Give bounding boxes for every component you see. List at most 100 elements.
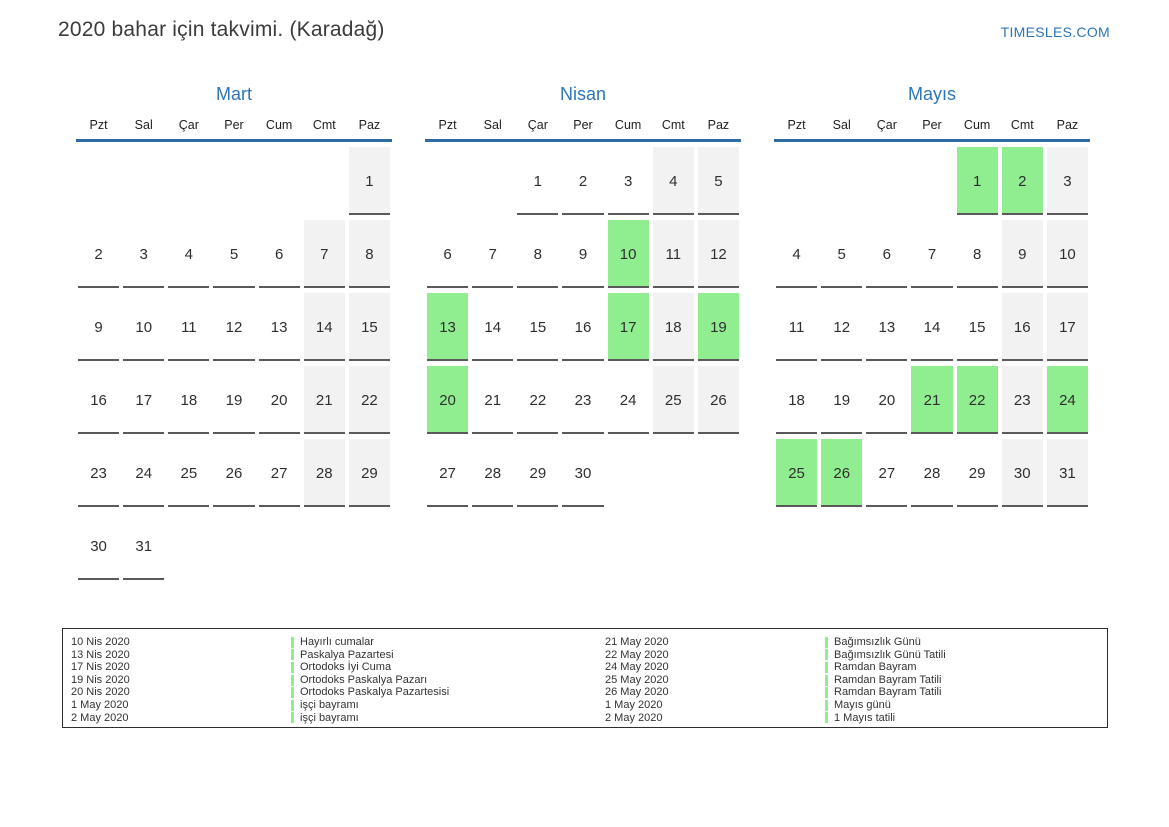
legend-row: 26 May 2020 Ramdan Bayram Tatili: [605, 686, 1107, 699]
day-cell: 19: [696, 293, 741, 361]
legend-holiday: Ortodoks İyi Cuma: [291, 661, 391, 674]
month-mayıs: Mayıs Pzt Sal Çar Per Cum Cmt Paz 1 2 3 4 5 6 7 8 9 10 11 1…: [774, 84, 1090, 585]
day-cell: 24: [121, 439, 166, 507]
day-cell: 3: [606, 147, 651, 215]
weekday-label: Çar: [876, 118, 897, 132]
legend-row: 20 Nis 2020 Ortodoks Paskalya Pazartesisi: [71, 686, 589, 699]
weekday-label: Çar: [178, 118, 199, 132]
day-cell: 6: [864, 220, 909, 288]
holiday-marker-icon: [291, 674, 294, 686]
day-cell: 25: [651, 366, 696, 434]
day-cell: 11: [651, 220, 696, 288]
legend-date: 13 Nis 2020: [71, 648, 130, 661]
day-cell: 10: [121, 293, 166, 361]
week-row: 6 7 8 9 10 11 12: [425, 220, 741, 293]
holiday-marker-icon: [291, 649, 294, 661]
week-row: 25 26 27 28 29 30 31: [774, 439, 1090, 512]
legend-date: 21 May 2020: [605, 636, 669, 648]
day-cell: 30: [560, 439, 605, 507]
day-cell: 26: [211, 439, 256, 507]
site-link[interactable]: TIMESLES.COM: [1000, 24, 1110, 40]
legend-holiday: 1 Mayıs tatili: [825, 712, 895, 725]
day-cell: 4: [774, 220, 819, 288]
day-cell: 20: [864, 366, 909, 434]
weekday-header: Pzt Sal Çar Per Cum Cmt Paz: [774, 118, 1090, 142]
day-cell: 25: [774, 439, 819, 507]
day-cell: 11: [166, 293, 211, 361]
day-cell: 13: [257, 293, 302, 361]
holiday-marker-icon: [825, 687, 828, 699]
day-cell: 27: [425, 439, 470, 507]
legend-row: 17 Nis 2020 Ortodoks İyi Cuma: [71, 661, 589, 674]
day-cell: 8: [347, 220, 392, 288]
legend-date: 26 May 2020: [605, 686, 669, 699]
day-cell: 28: [302, 439, 347, 507]
empty-cell: [211, 147, 256, 215]
day-cell: 12: [696, 220, 741, 288]
week-row: 20 21 22 23 24 25 26: [425, 366, 741, 439]
legend-holiday-name: Mayıs günü: [834, 698, 891, 711]
legend-group: 10 Nis 2020 Hayırlı cumalar 13 Nis 2020 Pas…: [71, 636, 589, 727]
day-cell: 12: [211, 293, 256, 361]
legend-holiday-name: Paskalya Pazartesi: [300, 648, 394, 661]
week-row: 11 12 13 14 15 16 17: [774, 293, 1090, 366]
empty-cell: [909, 147, 954, 215]
day-cell: 7: [470, 220, 515, 288]
day-cell: 22: [515, 366, 560, 434]
empty-cell: [302, 147, 347, 215]
day-cell: 26: [696, 366, 741, 434]
day-cell: 31: [121, 512, 166, 580]
weekday-label: Pzt: [787, 118, 806, 132]
empty-cell: [696, 439, 741, 507]
legend-row: 2 May 2020 işçi bayramı: [71, 712, 589, 725]
holiday-marker-icon: [825, 661, 828, 673]
day-cell: 5: [819, 220, 864, 288]
day-cell: 2: [76, 220, 121, 288]
weekday-label: Per: [922, 118, 942, 132]
day-cell: 19: [819, 366, 864, 434]
day-cell: 31: [1045, 439, 1090, 507]
day-cell: 20: [257, 366, 302, 434]
day-cell: 21: [909, 366, 954, 434]
week-row: 18 19 20 21 22 23 24: [774, 366, 1090, 439]
legend-holiday: Ortodoks Paskalya Pazartesisi: [291, 686, 449, 699]
day-cell: 23: [1000, 366, 1045, 434]
weekday-label: Çar: [527, 118, 548, 132]
legend-holiday-name: Ramdan Bayram Tatili: [834, 673, 942, 686]
day-cell: 14: [470, 293, 515, 361]
day-cell: 7: [302, 220, 347, 288]
weekday-label: Cum: [614, 118, 642, 132]
weekday-label: Paz: [707, 118, 730, 132]
day-cell: 8: [515, 220, 560, 288]
day-cell: 4: [651, 147, 696, 215]
holiday-legend: 10 Nis 2020 Hayırlı cumalar 13 Nis 2020 Pas…: [62, 628, 1108, 728]
legend-row: 25 May 2020 Ramdan Bayram Tatili: [605, 674, 1107, 687]
legend-row: 10 Nis 2020 Hayırlı cumalar: [71, 636, 589, 649]
holiday-marker-icon: [291, 699, 294, 711]
holiday-marker-icon: [291, 687, 294, 699]
day-cell: 13: [864, 293, 909, 361]
legend-date: 24 May 2020: [605, 661, 669, 674]
legend-holiday-name: Ortodoks Paskalya Pazartesisi: [300, 686, 450, 699]
day-cell: 9: [76, 293, 121, 361]
legend-row: 1 May 2020 Mayıs günü: [605, 699, 1107, 712]
weekday-label: Cum: [265, 118, 293, 132]
day-cell: 13: [425, 293, 470, 361]
week-row: 9 10 11 12 13 14 15: [76, 293, 392, 366]
day-cell: 12: [819, 293, 864, 361]
day-cell: 2: [1000, 147, 1045, 215]
weekday-label: Cmt: [661, 118, 685, 132]
weekday-label: Sal: [483, 118, 502, 132]
weekday-label: Cmt: [1010, 118, 1034, 132]
legend-holiday: işçi bayramı: [291, 712, 359, 725]
day-cell: 29: [347, 439, 392, 507]
month-grid: 1 2 3 4 5 6 7 8 9 10 11 12 13 14 15 16 17 18 19 20 21 22 23 24 2…: [425, 147, 741, 512]
month-grid: 1 2 3 4 5 6 7 8 9 10 11 12 13 14 15 16 17 18 19 20 21 22 23 24 2…: [76, 147, 392, 585]
weekday-label: Pzt: [89, 118, 108, 132]
legend-date: 17 Nis 2020: [71, 661, 130, 674]
day-cell: 22: [347, 366, 392, 434]
legend-date: 2 May 2020: [605, 711, 663, 724]
day-cell: 27: [864, 439, 909, 507]
